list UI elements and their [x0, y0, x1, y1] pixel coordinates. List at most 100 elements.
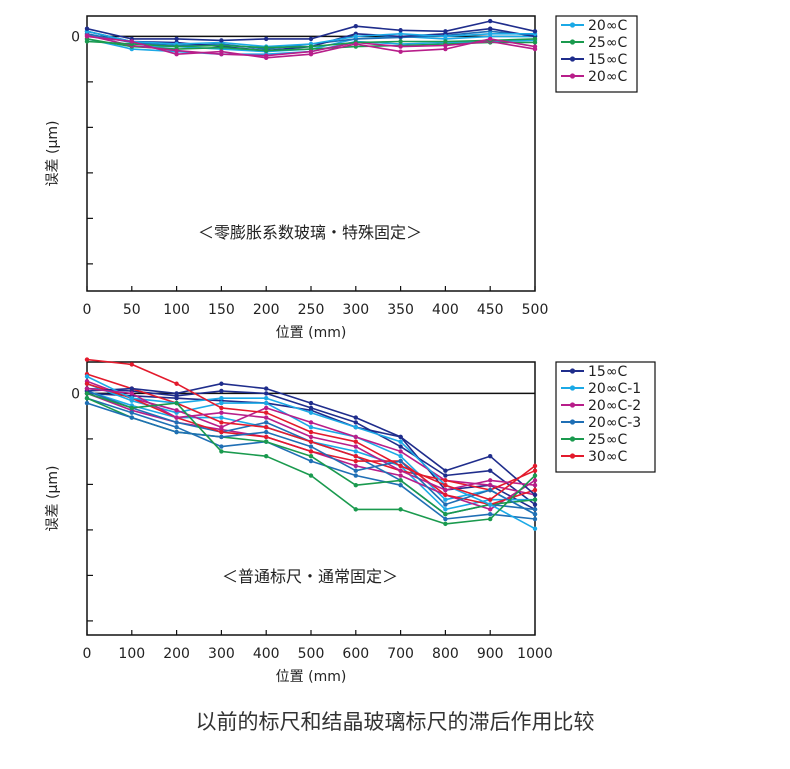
extra-trace-5-point: [488, 507, 493, 512]
series-3-point: [219, 49, 224, 54]
extra-trace-6-point: [308, 458, 314, 464]
legend-swatch-marker: [569, 39, 576, 45]
extra-trace-3-point: [353, 449, 358, 454]
series-2-point: [353, 444, 358, 449]
extra-trace-9-point: [353, 454, 358, 459]
extra-trace-1-point: [174, 396, 179, 401]
series-3-point: [398, 458, 403, 464]
series-1-point: [174, 44, 179, 49]
extra-trace-6-point: [129, 410, 134, 415]
extra-trace-8-point: [308, 454, 314, 459]
extra-trace-8-point: [353, 483, 358, 488]
extra-trace-6-point: [532, 516, 538, 522]
series-5-point: [129, 362, 134, 367]
extra-trace-0-point: [532, 502, 538, 507]
series-2-point: [174, 415, 179, 420]
legend-label: 15∞C: [588, 364, 627, 380]
extra-trace-7-point: [532, 507, 538, 512]
series-1-point: [308, 44, 314, 49]
extra-trace-9-point: [264, 425, 269, 430]
legend-swatch-marker: [569, 368, 576, 374]
series-3-point: [219, 434, 224, 440]
legend-swatch-marker: [569, 402, 576, 408]
extra-trace-5-point: [398, 44, 403, 49]
series-2-point: [353, 23, 358, 29]
legend-label: 20∞C: [588, 18, 627, 34]
series-4-point: [129, 405, 134, 411]
series-2-point: [308, 434, 314, 440]
x-tick-label: 300: [208, 646, 235, 662]
x-tick-label: 200: [253, 302, 280, 318]
y-tick-label-zero: 0: [71, 386, 80, 402]
series-1-point: [264, 396, 269, 401]
extra-trace-10-point: [532, 487, 538, 493]
x-tick-label: 900: [477, 646, 504, 662]
series-1-point: [398, 439, 403, 444]
extra-trace-2-point: [219, 400, 224, 406]
legend-label: 20∞C-1: [588, 381, 641, 397]
extra-trace-10-point: [264, 434, 269, 440]
series-2-point: [443, 29, 448, 34]
legend-box: [555, 15, 638, 93]
extra-trace-4-point: [308, 420, 314, 425]
series-3-point: [174, 429, 179, 435]
extra-trace-5-point: [443, 43, 448, 48]
series-3-point: [84, 34, 90, 39]
series-0-point: [532, 492, 538, 498]
series-3-point: [308, 51, 314, 57]
series-0-point: [353, 415, 358, 420]
series-0-point: [488, 454, 493, 459]
series-0-point: [264, 386, 269, 391]
series-0-point: [398, 31, 403, 37]
series-5-point: [174, 381, 179, 386]
x-tick-label: 450: [477, 302, 504, 318]
legend-label: 20∞C: [588, 69, 627, 85]
series-0-point: [219, 381, 224, 386]
extra-trace-3-point: [219, 415, 224, 420]
extra-trace-5-point: [353, 463, 358, 469]
legend-label: 20∞C-3: [588, 415, 641, 431]
x-tick-label: 600: [342, 646, 369, 662]
x-tick-label: 300: [342, 302, 369, 318]
series-4-point: [84, 391, 90, 396]
series-3-point: [353, 468, 358, 473]
chart-annotation: ＜零膨胀系数玻璃・特殊固定＞: [198, 223, 422, 242]
extra-trace-4-point: [353, 434, 358, 440]
x-tick-label: 0: [83, 302, 92, 318]
legend-swatch-marker: [569, 419, 576, 425]
x-tick-label: 800: [432, 646, 459, 662]
series-2-point: [398, 468, 403, 473]
extra-trace-9-point: [443, 478, 448, 483]
series-1-point: [353, 425, 358, 430]
series-2-point: [532, 29, 538, 34]
series-2-point: [398, 28, 403, 33]
series-2-point: [488, 18, 493, 24]
extra-trace-6-point: [219, 444, 224, 449]
extra-trace-2-point: [308, 425, 314, 430]
extra-trace-4-point: [264, 405, 269, 411]
legend-label: 30∞C: [588, 449, 627, 465]
series-2-point: [174, 36, 179, 42]
series-1-point: [129, 396, 134, 401]
extra-trace-3-point: [488, 26, 493, 31]
extra-trace-8-point: [398, 478, 403, 483]
series-0-point: [353, 34, 358, 39]
extra-trace-9-point: [219, 420, 224, 425]
legend-swatch-marker: [569, 436, 576, 442]
series-2-point: [488, 478, 493, 483]
legend-swatch-marker: [569, 453, 576, 459]
legend-label: 20∞C-2: [588, 398, 641, 414]
legend-label: 25∞C: [588, 35, 627, 51]
series-4-point: [219, 449, 224, 454]
series-5-point: [353, 439, 358, 444]
x-axis-label: 位置 (mm): [276, 325, 347, 341]
x-tick-label: 0: [83, 646, 92, 662]
x-tick-label: 500: [522, 302, 549, 318]
extra-trace-6-point: [174, 425, 179, 430]
series-3-point: [488, 487, 493, 493]
series-5-point: [84, 357, 90, 362]
extra-trace-0-point: [488, 468, 493, 473]
series-2-point: [84, 386, 90, 391]
series-2-point: [264, 36, 269, 42]
